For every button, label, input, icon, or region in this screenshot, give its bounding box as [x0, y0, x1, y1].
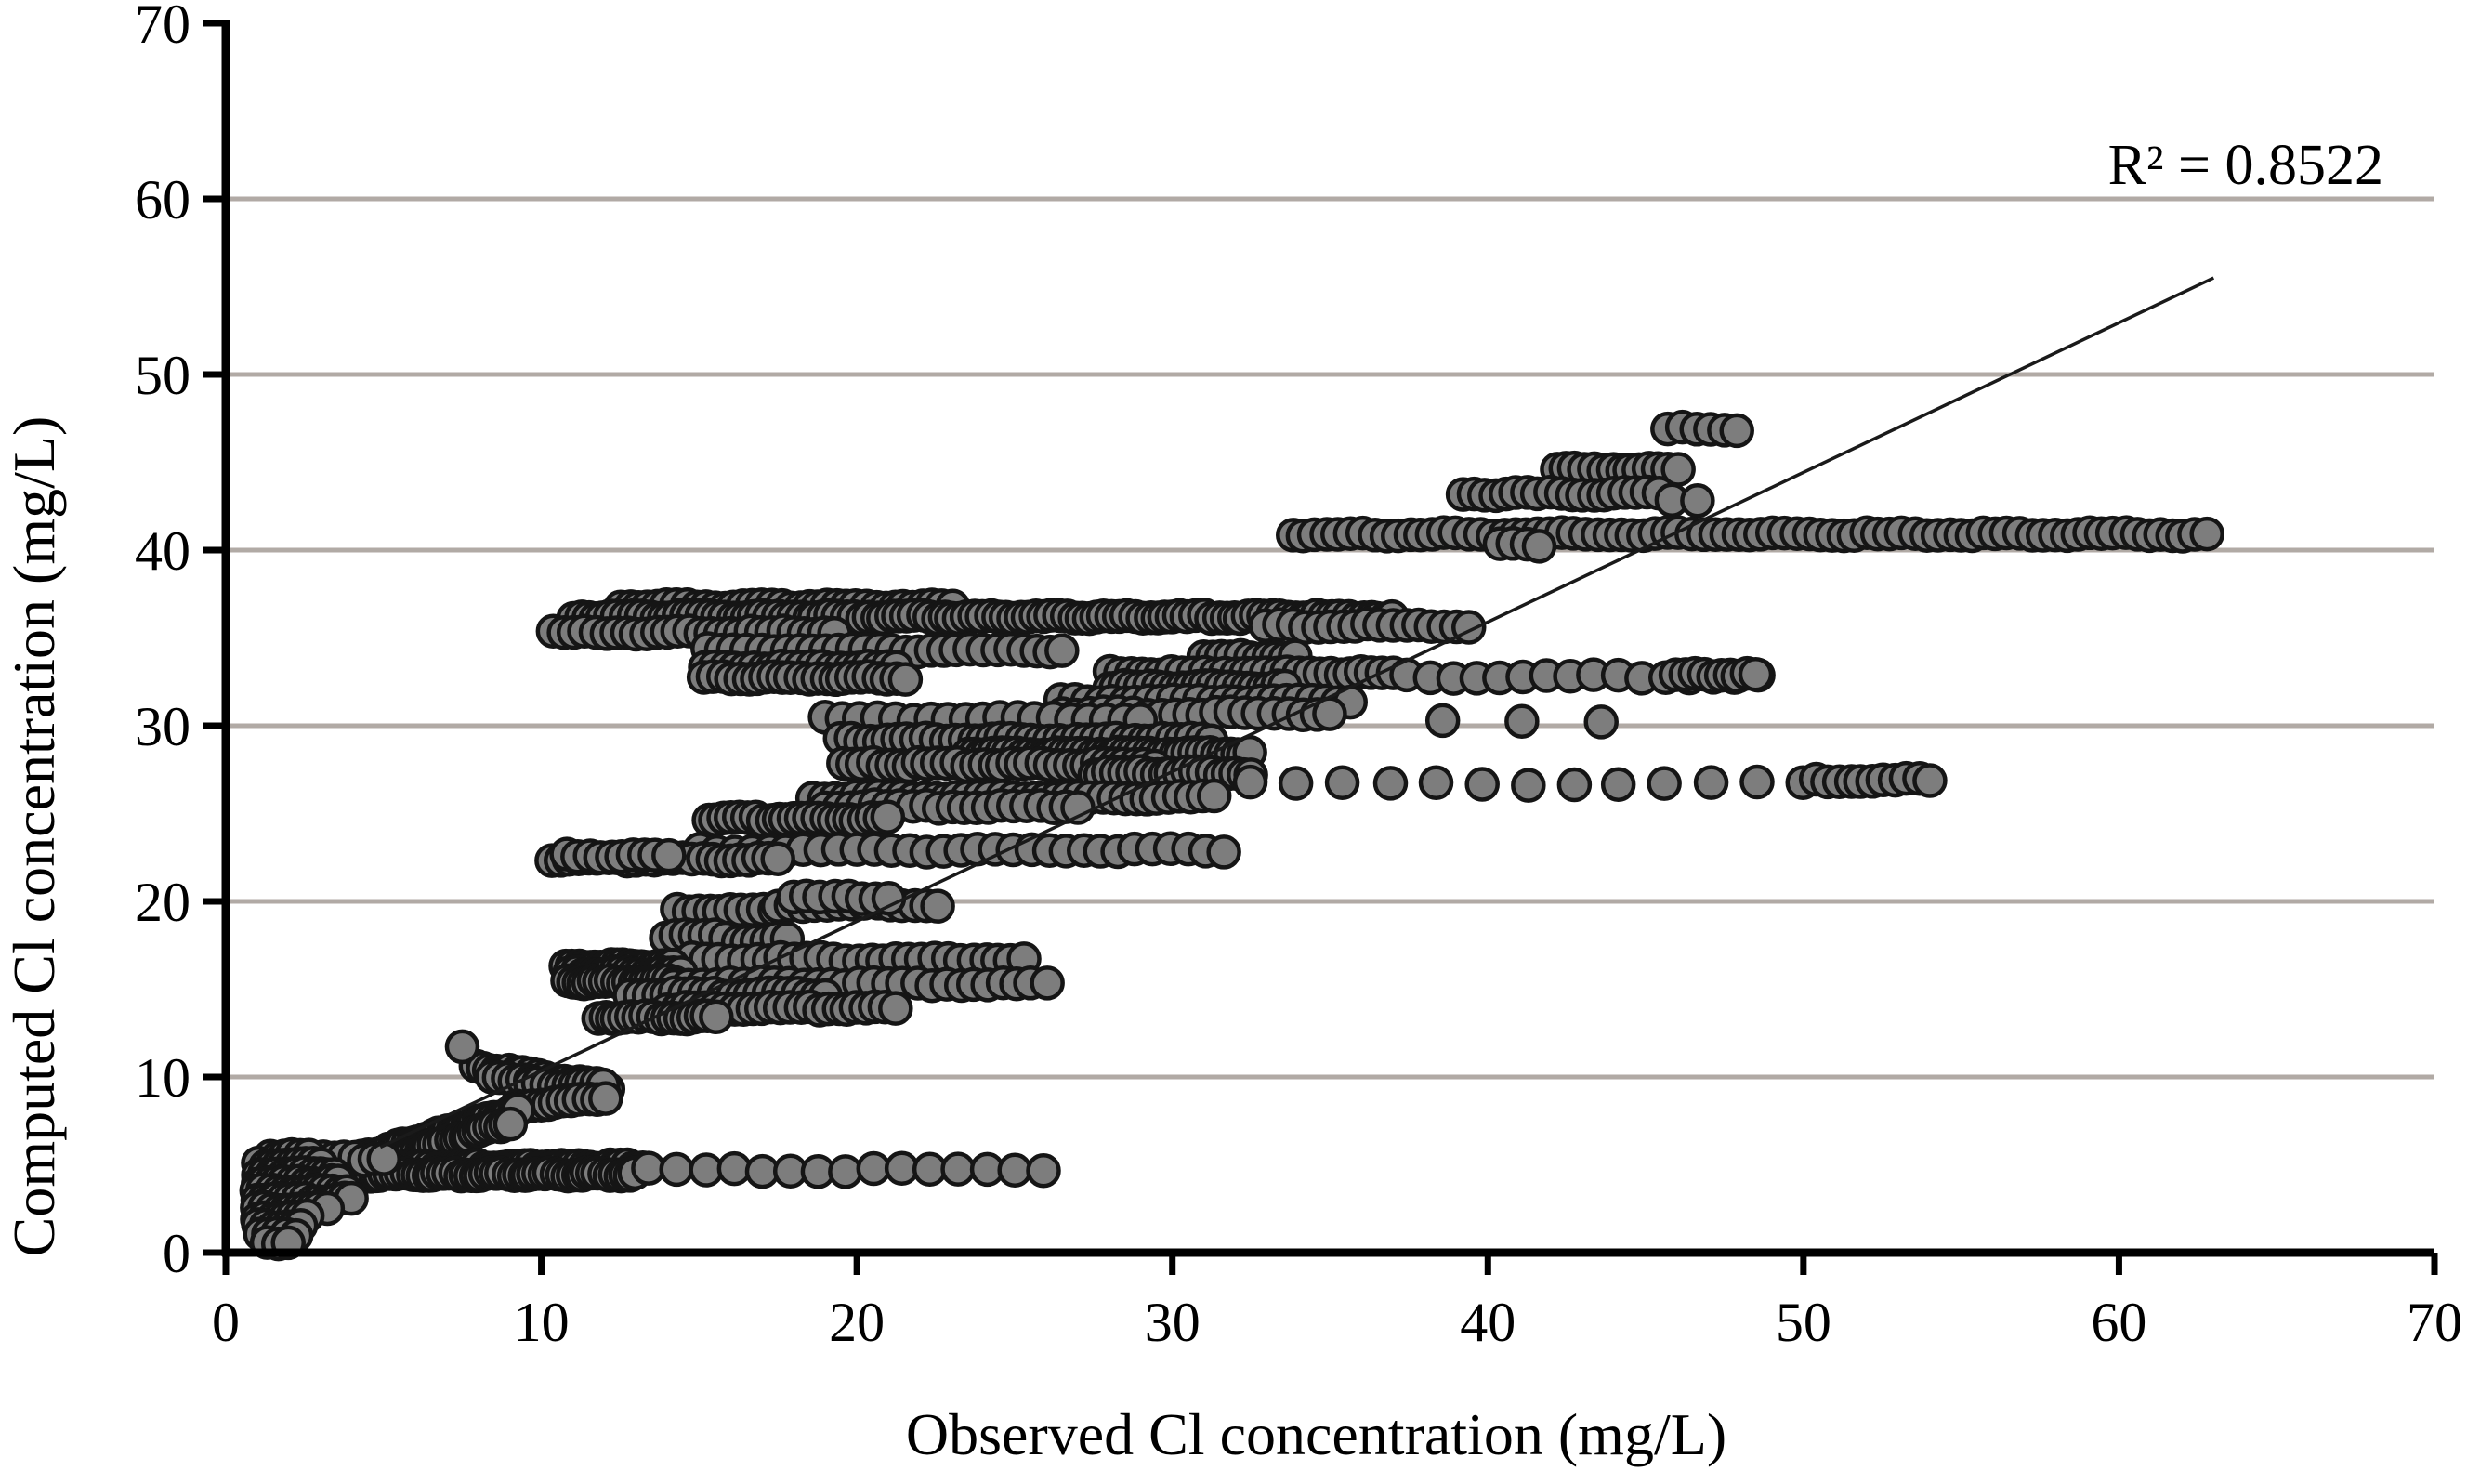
data-point [1324, 765, 1360, 801]
data-point [1556, 767, 1593, 803]
data-point [1738, 656, 1774, 692]
y-tick-label-50: 50 [135, 345, 190, 406]
data-point [1464, 767, 1500, 802]
data-point [1278, 766, 1314, 801]
data-point [997, 1152, 1032, 1189]
y-axis-ticks: 0 10 20 30 40 50 60 70 [135, 0, 226, 1284]
data-point [1511, 768, 1546, 803]
y-tick-label-0: 0 [163, 1223, 190, 1284]
data-point [1418, 765, 1454, 801]
data-point [878, 991, 913, 1026]
data-point [912, 1151, 948, 1188]
data-point [887, 662, 924, 697]
data-points [239, 409, 2224, 1262]
data-point [760, 841, 795, 876]
data-point [651, 837, 687, 873]
x-tick-label-40: 40 [1460, 1292, 1516, 1353]
data-point [492, 1106, 529, 1142]
data-point [1680, 483, 1715, 519]
data-point [871, 881, 907, 916]
data-point [1600, 767, 1636, 802]
data-point [1030, 965, 1065, 1001]
x-tick-label-20: 20 [829, 1292, 885, 1353]
data-point [1719, 413, 1754, 449]
x-tick-label-60: 60 [2091, 1292, 2146, 1353]
data-point [1372, 766, 1409, 801]
y-tick-label-60: 60 [135, 169, 190, 230]
data-point [659, 1151, 694, 1188]
data-point [1232, 764, 1268, 800]
x-tick-label-70: 70 [2407, 1292, 2462, 1353]
y-tick-label-70: 70 [135, 0, 190, 55]
data-point [1504, 703, 1540, 739]
y-tick-label-40: 40 [135, 520, 190, 582]
data-point [1739, 764, 1775, 800]
data-point [716, 1150, 753, 1187]
data-point [1521, 529, 1557, 564]
data-point [856, 1150, 891, 1187]
data-point [1026, 1153, 1061, 1189]
x-axis-title: Observed Cl concentration (mg/L) [906, 1401, 1726, 1467]
trend-line [379, 276, 2215, 1149]
data-point [920, 888, 955, 924]
y-tick-label-30: 30 [135, 696, 190, 757]
y-axis-title: Computed Cl concentration (mg/L) [1, 416, 67, 1257]
data-point [444, 1029, 480, 1065]
r-squared-annotation: R² = 0.8522 [2108, 134, 2383, 197]
data-point [699, 999, 734, 1035]
data-point [1912, 763, 1948, 798]
data-point [1583, 704, 1619, 740]
x-tick-label-30: 30 [1145, 1292, 1201, 1353]
data-point [870, 799, 906, 834]
data-point [1424, 703, 1461, 739]
data-point [2189, 516, 2224, 552]
data-point [1044, 633, 1080, 668]
x-tick-label-0: 0 [212, 1292, 240, 1353]
data-point [828, 1154, 863, 1189]
x-tick-label-50: 50 [1776, 1292, 1831, 1353]
data-point [1647, 766, 1682, 801]
x-axis-ticks: 0 10 20 30 40 50 60 70 [212, 1253, 2462, 1353]
y-tick-label-20: 20 [135, 872, 190, 933]
data-point [366, 1141, 401, 1176]
x-tick-label-10: 10 [514, 1292, 570, 1353]
y-tick-label-10: 10 [135, 1047, 190, 1109]
data-point [1693, 765, 1729, 800]
data-point [1206, 834, 1241, 870]
data-point [940, 1151, 976, 1187]
data-point [1196, 778, 1232, 814]
data-point [588, 1081, 623, 1116]
